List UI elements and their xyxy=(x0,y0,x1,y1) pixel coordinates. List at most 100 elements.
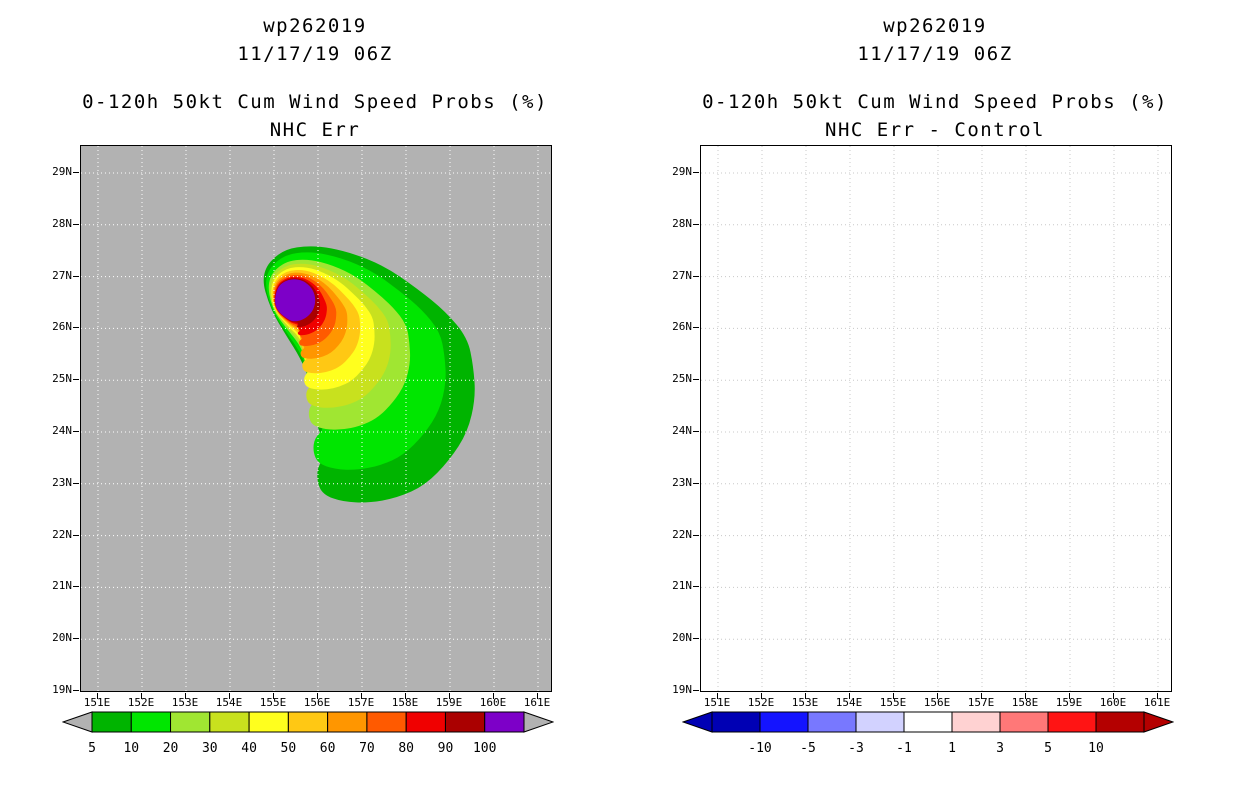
lon-tick-label: 156E xyxy=(923,696,951,709)
lon-tick-label: 155E xyxy=(879,696,907,709)
lon-tick-label: 155E xyxy=(259,696,287,709)
lat-tick-mark xyxy=(693,327,699,329)
lon-tick-label: 152E xyxy=(127,696,155,709)
colorbar-label: -5 xyxy=(800,741,816,756)
field-subtitle: 0-120h 50kt Cum Wind Speed Probs (%) xyxy=(702,91,1168,113)
colorbar-label: 5 xyxy=(1044,741,1052,756)
lat-tick-mark xyxy=(73,690,79,691)
colorbar-label: 50 xyxy=(281,741,297,756)
contour-level-100 xyxy=(275,279,316,322)
colorbar-segment xyxy=(327,711,368,733)
colorbar-segment xyxy=(759,711,809,733)
lon-tick-label: 158E xyxy=(391,696,419,709)
colorbar-segment xyxy=(91,711,132,733)
lat-tick-label: 19N xyxy=(52,683,72,696)
colorbar-segment xyxy=(1095,711,1145,733)
lon-tick-label: 152E xyxy=(747,696,775,709)
colorbar-segment xyxy=(1047,711,1097,733)
lat-tick-mark xyxy=(693,379,699,381)
lon-tick-mark xyxy=(1157,693,1158,699)
lat-tick-label: 22N xyxy=(672,527,692,541)
colorbar-segment xyxy=(484,711,525,733)
lon-tick-mark xyxy=(1025,693,1026,699)
lat-tick-mark xyxy=(693,431,699,432)
lat-tick-label: 26N xyxy=(52,320,72,334)
colorbar-label: -10 xyxy=(748,741,771,756)
lat-tick-label: 28N xyxy=(52,216,72,230)
lon-tick-mark xyxy=(1069,693,1070,699)
lat-tick-label: 26N xyxy=(672,320,692,334)
lat-tick-label: 20N xyxy=(672,631,692,645)
lat-tick-label: 21N xyxy=(672,579,692,593)
colorbar-label: 5 xyxy=(88,741,96,756)
lon-tick-label: 154E xyxy=(215,696,243,709)
lon-tick-label: 157E xyxy=(967,696,995,709)
lon-tick-mark xyxy=(849,693,850,699)
lat-tick-mark xyxy=(73,638,79,640)
difference-map-plot xyxy=(700,145,1172,692)
colorbar-segment xyxy=(366,711,407,733)
colorbar-label: 60 xyxy=(320,741,336,756)
lat-tick-mark xyxy=(693,638,699,640)
probability-contour-map-svg xyxy=(81,146,551,691)
colorbar-segment xyxy=(248,711,289,733)
experiment-subtitle: NHC Err xyxy=(269,119,361,141)
panel-nhc-err: wp262019 11/17/19 06Z 0-120h 50kt Cum Wi… xyxy=(52,15,555,756)
colorbar-segment xyxy=(951,711,1001,733)
colorbar-right-arrow xyxy=(1143,711,1175,733)
colorbar-segment xyxy=(903,711,953,733)
lat-tick-label: 27N xyxy=(672,268,692,282)
lon-tick-mark xyxy=(805,693,806,699)
lat-tick-mark xyxy=(693,482,699,484)
lon-tick-mark xyxy=(317,693,318,699)
storm-id-title: wp262019 xyxy=(883,15,987,37)
lon-tick-mark xyxy=(361,693,362,699)
lat-tick-label: 28N xyxy=(672,216,692,230)
lat-tick-mark xyxy=(73,172,79,173)
init-time-title: 11/17/19 06Z xyxy=(857,43,1013,65)
lat-tick-label: 21N xyxy=(52,579,72,593)
colorbar-label: 100 xyxy=(473,741,496,756)
colorbar-label: 10 xyxy=(1088,741,1104,756)
colorbar-segment xyxy=(711,711,761,733)
lat-tick-mark xyxy=(693,690,699,691)
lon-tick-label: 161E xyxy=(1143,696,1171,709)
lat-tick-mark xyxy=(73,223,79,225)
lon-tick-label: 160E xyxy=(479,696,507,709)
lon-tick-mark xyxy=(717,693,718,699)
colorbar-right-arrow xyxy=(523,711,555,733)
lat-tick-label: 29N xyxy=(52,165,72,178)
colorbar-label: -3 xyxy=(848,741,864,756)
colorbar-label: 40 xyxy=(241,741,257,756)
lat-tick-label: 24N xyxy=(52,424,72,437)
lat-tick-mark xyxy=(73,379,79,381)
lat-tick-mark xyxy=(73,482,79,484)
lon-tick-mark xyxy=(537,693,538,699)
colorbar-label: 30 xyxy=(202,741,218,756)
colorbar-label: 80 xyxy=(398,741,414,756)
colorbar-segment xyxy=(170,711,211,733)
lon-tick-mark xyxy=(405,693,406,699)
experiment-subtitle: NHC Err - Control xyxy=(825,119,1045,141)
colorbar-segment xyxy=(444,711,486,733)
lon-tick-label: 159E xyxy=(435,696,463,709)
lon-tick-mark xyxy=(141,693,142,699)
lon-tick-label: 151E xyxy=(83,696,111,709)
lon-tick-mark xyxy=(761,693,762,699)
lat-tick-mark xyxy=(693,586,699,588)
lon-tick-mark xyxy=(1113,693,1114,699)
lon-tick-label: 153E xyxy=(171,696,199,709)
lat-tick-mark xyxy=(73,431,79,432)
colorbar-segment xyxy=(855,711,905,733)
colorbar-label: 20 xyxy=(163,741,179,756)
colorbar-label: 70 xyxy=(359,741,375,756)
lon-tick-mark xyxy=(97,693,98,699)
lon-tick-label: 161E xyxy=(523,696,551,709)
lat-tick-label: 22N xyxy=(52,527,72,541)
difference-colorbar-svg: -10 -5 -3 -1 1 3 5 10 xyxy=(681,711,1175,756)
colorbar-label: 90 xyxy=(438,741,454,756)
colorbar-left-arrow xyxy=(61,711,93,733)
lon-tick-mark xyxy=(449,693,450,699)
lon-tick-label: 156E xyxy=(303,696,331,709)
